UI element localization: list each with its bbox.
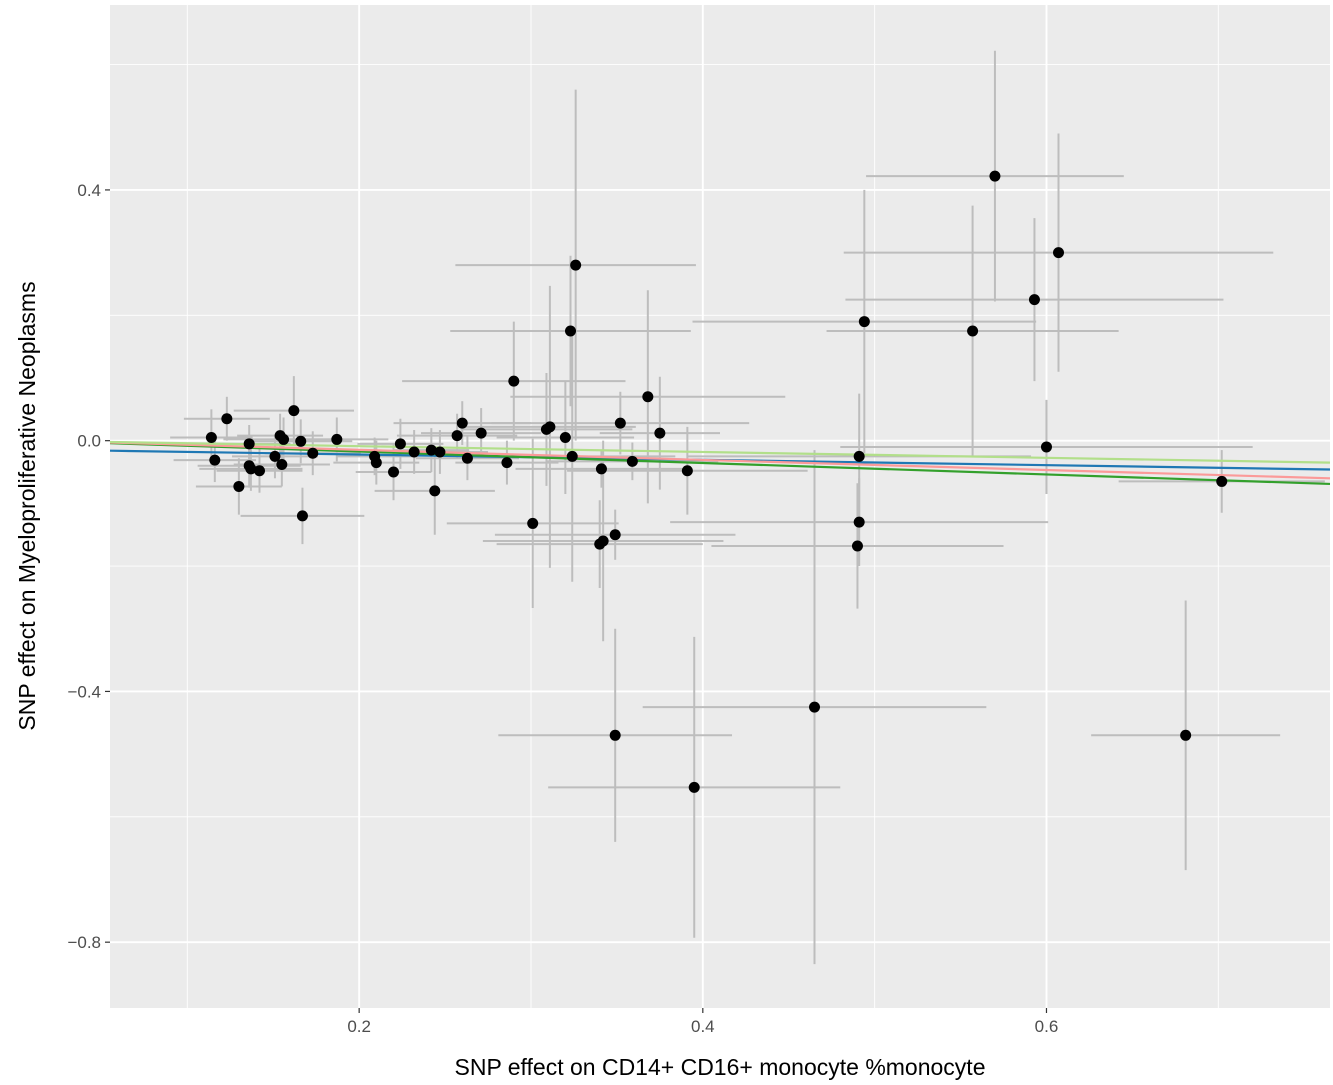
data-point <box>570 259 582 271</box>
y-tick-label: 0.4 <box>77 181 101 200</box>
data-point <box>654 427 666 439</box>
data-point <box>394 438 406 450</box>
data-point <box>614 417 626 429</box>
x-axis-title: SNP effect on CD14+ CD16+ monocyte %mono… <box>455 1054 986 1080</box>
data-point <box>296 510 308 522</box>
data-point <box>595 463 607 475</box>
data-point <box>989 170 1001 182</box>
data-point <box>276 458 288 470</box>
data-point <box>609 729 621 741</box>
data-point <box>967 325 979 337</box>
y-tick-label: −0.4 <box>67 682 101 701</box>
data-point <box>626 455 638 467</box>
minor-gridlines <box>110 5 1330 1008</box>
data-point <box>853 516 865 528</box>
data-point <box>809 701 821 713</box>
plot-panel <box>110 5 1330 1008</box>
data-point <box>501 457 513 469</box>
data-point <box>1180 729 1192 741</box>
data-point <box>209 454 221 466</box>
data-point <box>295 435 307 447</box>
data-point <box>544 421 556 433</box>
data-point <box>269 450 281 462</box>
data-point <box>456 417 468 429</box>
data-point <box>245 463 257 475</box>
data-point <box>370 457 382 469</box>
data-point <box>205 432 217 444</box>
data-point <box>475 427 487 439</box>
data-point <box>508 375 520 387</box>
data-point <box>609 529 621 541</box>
y-axis-title: SNP effect on Myeloproliferative Neoplas… <box>14 281 40 730</box>
data-point <box>1040 441 1052 453</box>
data-point <box>461 452 473 464</box>
y-axis: −0.8 −0.4 0.0 0.4 <box>67 181 110 952</box>
data-point <box>434 446 446 458</box>
data-point <box>278 433 290 445</box>
data-point <box>681 465 693 477</box>
data-point <box>851 540 863 552</box>
data-point <box>566 450 578 462</box>
data-point <box>221 413 233 425</box>
data-point <box>527 517 539 529</box>
y-tick-label: −0.8 <box>67 933 101 952</box>
data-point <box>642 391 654 403</box>
data-point <box>1028 294 1040 306</box>
x-tick-label: 0.2 <box>347 1017 371 1036</box>
data-point <box>408 446 420 458</box>
x-tick-label: 0.6 <box>1035 1017 1059 1036</box>
data-point <box>565 325 577 337</box>
data-point <box>253 465 265 477</box>
y-tick-label: 0.0 <box>77 432 101 451</box>
data-point <box>1053 247 1065 259</box>
data-point <box>688 781 700 793</box>
data-point <box>388 466 400 478</box>
data-point <box>429 485 441 497</box>
data-point <box>307 447 319 459</box>
data-point <box>233 480 245 492</box>
data-point <box>331 433 343 445</box>
data-point <box>288 405 300 417</box>
data-point <box>243 438 255 450</box>
x-axis: 0.2 0.4 0.6 <box>347 1008 1058 1036</box>
data-point <box>425 444 437 456</box>
data-point <box>853 450 865 462</box>
data-points <box>205 170 1228 793</box>
data-point <box>559 432 571 444</box>
data-point <box>858 316 870 328</box>
data-point <box>451 430 463 442</box>
data-point <box>597 535 609 547</box>
regression-line <box>109 440 1331 464</box>
x-tick-label: 0.4 <box>691 1017 715 1036</box>
data-point <box>1216 475 1228 487</box>
